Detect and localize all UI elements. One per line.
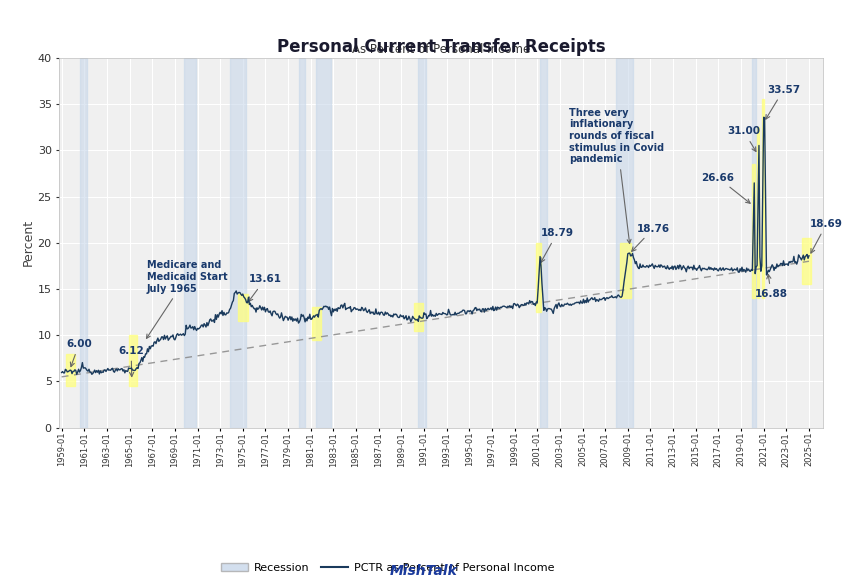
Text: 16.88: 16.88: [755, 275, 788, 299]
Text: MishTalk: MishTalk: [390, 564, 458, 578]
Text: 18.69: 18.69: [810, 219, 843, 253]
Bar: [535, 243, 541, 312]
Bar: [752, 164, 755, 298]
Text: Three very
inflationary
rounds of fiscal
stimulus in Covid
pandemic: Three very inflationary rounds of fiscal…: [569, 108, 664, 243]
Bar: [299, 58, 305, 428]
Text: 18.79: 18.79: [541, 228, 573, 262]
Bar: [757, 127, 759, 298]
Text: 13.61: 13.61: [248, 275, 282, 302]
Bar: [616, 58, 633, 428]
Bar: [129, 335, 137, 386]
Text: 26.66: 26.66: [701, 173, 750, 203]
Text: 33.57: 33.57: [766, 85, 801, 119]
Bar: [802, 238, 812, 284]
Bar: [621, 243, 631, 298]
Bar: [316, 58, 332, 428]
Text: As Percent of Personal Income: As Percent of Personal Income: [352, 43, 530, 56]
Text: Medicare and
Medicaid Start
July 1965: Medicare and Medicaid Start July 1965: [147, 261, 227, 338]
Bar: [80, 58, 87, 428]
Y-axis label: Percent: Percent: [22, 219, 35, 266]
Text: 31.00: 31.00: [728, 127, 761, 151]
Title: Personal Current Transfer Receipts: Personal Current Transfer Receipts: [276, 38, 605, 56]
Bar: [237, 294, 248, 321]
Bar: [312, 307, 321, 340]
Bar: [66, 354, 75, 386]
Bar: [418, 58, 426, 428]
Bar: [184, 58, 196, 428]
Legend: Recession, PCTR as Percent of Personal Income: Recession, PCTR as Percent of Personal I…: [216, 559, 559, 577]
Bar: [540, 58, 547, 428]
Bar: [230, 58, 246, 428]
Text: 18.76: 18.76: [632, 224, 670, 251]
Bar: [414, 303, 423, 331]
Text: 6.12: 6.12: [118, 346, 144, 376]
Bar: [762, 99, 764, 298]
Text: 6.00: 6.00: [66, 339, 92, 366]
Bar: [752, 58, 756, 428]
